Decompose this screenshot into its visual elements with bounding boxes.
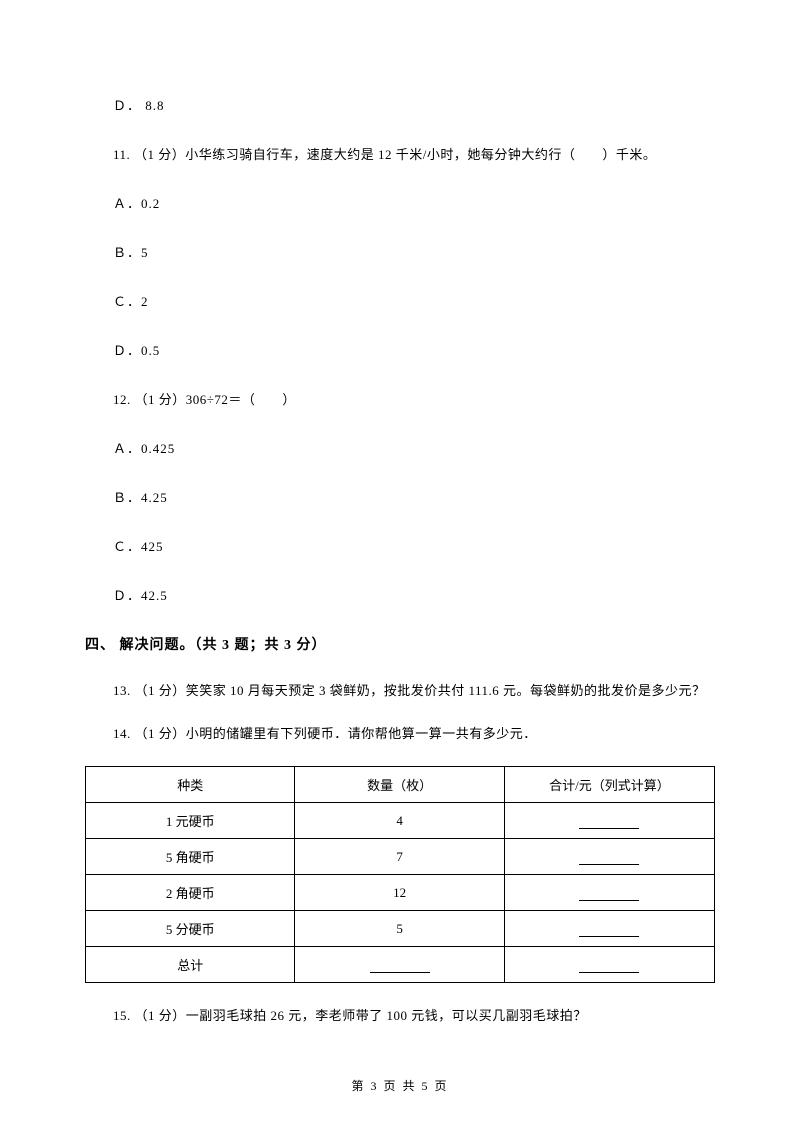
cell-blank — [504, 911, 714, 947]
question-14: 14. （1 分）小明的储罐里有下列硬币．请你帮他算一算一共有多少元． — [85, 723, 715, 742]
cell-blank — [504, 839, 714, 875]
cell-qty: 12 — [295, 875, 504, 911]
option-value: 0.5 — [141, 343, 160, 358]
question-text: 306÷72＝（ ） — [186, 392, 296, 407]
cell-total-label: 总计 — [86, 947, 295, 983]
option-prefix: Ｃ． — [113, 539, 141, 554]
question-prefix: 15. （1 分） — [113, 1008, 186, 1023]
question-15: 15. （1 分）一副羽毛球拍 26 元，李老师带了 100 元钱，可以买几副羽… — [85, 1005, 715, 1024]
blank-line — [579, 815, 639, 829]
q11-option-b: Ｂ．5 — [85, 242, 715, 261]
option-value: 0.2 — [141, 196, 160, 211]
option-value: 8.8 — [145, 98, 164, 113]
cell-blank — [504, 803, 714, 839]
q12-option-c: Ｃ．425 — [85, 536, 715, 555]
question-text: 一副羽毛球拍 26 元，李老师带了 100 元钱，可以买几副羽毛球拍？ — [186, 1008, 587, 1023]
q10-option-d: Ｄ． 8.8 — [85, 95, 715, 114]
q12-option-a: Ａ．0.425 — [85, 438, 715, 457]
question-prefix: 11. （1 分） — [113, 147, 185, 162]
q11-option-c: Ｃ．2 — [85, 291, 715, 310]
option-prefix: Ａ． — [113, 441, 141, 456]
blank-line — [370, 959, 430, 973]
question-text: 小明的储罐里有下列硬币．请你帮他算一算一共有多少元． — [186, 726, 537, 741]
question-13: 13. （1 分）笑笑家 10 月每天预定 3 袋鲜奶，按批发价共付 111.6… — [85, 680, 715, 699]
option-value: 425 — [141, 539, 164, 554]
table-header-row: 种类 数量（枚） 合计/元（列式计算） — [86, 767, 715, 803]
cell-type: 1 元硬币 — [86, 803, 295, 839]
option-prefix: Ｂ． — [113, 490, 141, 505]
question-text: 小华练习骑自行车，速度大约是 12 千米/小时，她每分钟大约行（ ）千米。 — [185, 147, 656, 162]
option-prefix: Ｄ． — [113, 343, 141, 358]
table-row: 1 元硬币 4 — [86, 803, 715, 839]
question-11: 11. （1 分）小华练习骑自行车，速度大约是 12 千米/小时，她每分钟大约行… — [85, 144, 715, 163]
option-value: 0.425 — [141, 441, 175, 456]
header-type: 种类 — [86, 767, 295, 803]
cell-qty: 5 — [295, 911, 504, 947]
blank-line — [579, 887, 639, 901]
page-footer: 第 3 页 共 5 页 — [0, 1077, 800, 1094]
cell-type: 5 角硬币 — [86, 839, 295, 875]
q11-option-d: Ｄ．0.5 — [85, 340, 715, 359]
question-prefix: 13. （1 分） — [113, 683, 186, 698]
header-quantity: 数量（枚） — [295, 767, 504, 803]
option-prefix: Ｄ． — [113, 98, 141, 113]
q12-option-d: Ｄ．42.5 — [85, 585, 715, 604]
page-content: Ｄ． 8.8 11. （1 分）小华练习骑自行车，速度大约是 12 千米/小时，… — [85, 95, 715, 1024]
coin-table: 种类 数量（枚） 合计/元（列式计算） 1 元硬币 4 5 角硬币 7 2 角硬… — [85, 766, 715, 983]
question-12: 12. （1 分）306÷72＝（ ） — [85, 389, 715, 408]
table-row: 2 角硬币 12 — [86, 875, 715, 911]
option-prefix: Ａ． — [113, 196, 141, 211]
table-row: 5 分硬币 5 — [86, 911, 715, 947]
table-row-total: 总计 — [86, 947, 715, 983]
blank-line — [579, 851, 639, 865]
cell-qty: 7 — [295, 839, 504, 875]
option-value: 2 — [141, 294, 149, 309]
cell-qty: 4 — [295, 803, 504, 839]
cell-type: 5 分硬币 — [86, 911, 295, 947]
cell-blank — [295, 947, 504, 983]
option-value: 4.25 — [141, 490, 168, 505]
option-value: 42.5 — [141, 588, 168, 603]
header-total: 合计/元（列式计算） — [504, 767, 714, 803]
option-prefix: Ｄ． — [113, 588, 141, 603]
blank-line — [579, 923, 639, 937]
question-text: 笑笑家 10 月每天预定 3 袋鲜奶，按批发价共付 111.6 元。每袋鲜奶的批… — [186, 683, 706, 698]
q12-option-b: Ｂ．4.25 — [85, 487, 715, 506]
question-prefix: 14. （1 分） — [113, 726, 186, 741]
cell-blank — [504, 875, 714, 911]
blank-line — [579, 959, 639, 973]
section-4-heading: 四、 解决问题。（共 3 题；共 3 分） — [85, 634, 715, 654]
option-value: 5 — [141, 245, 149, 260]
question-prefix: 12. （1 分） — [113, 392, 186, 407]
q11-option-a: Ａ．0.2 — [85, 193, 715, 212]
cell-blank — [504, 947, 714, 983]
option-prefix: Ｃ． — [113, 294, 141, 309]
cell-type: 2 角硬币 — [86, 875, 295, 911]
table-row: 5 角硬币 7 — [86, 839, 715, 875]
option-prefix: Ｂ． — [113, 245, 141, 260]
